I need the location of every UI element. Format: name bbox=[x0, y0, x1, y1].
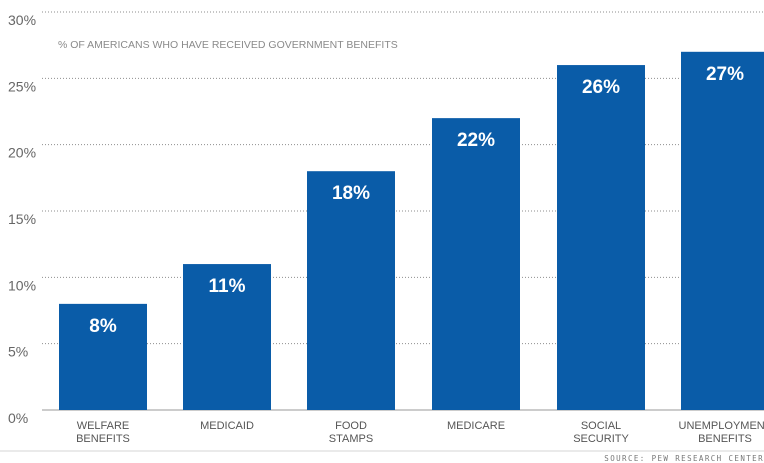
x-category-label-line: FOOD bbox=[335, 420, 367, 432]
x-category-label: MEDICAID bbox=[200, 420, 254, 432]
data-label: 11% bbox=[209, 276, 246, 297]
data-label: 26% bbox=[582, 77, 620, 98]
x-category-label: UNEMPLOYMENT BENEFITS bbox=[679, 420, 764, 445]
y-tick-label: 20% bbox=[8, 145, 36, 161]
x-category-label-line: STAMPS bbox=[329, 433, 373, 445]
y-tick-label: 10% bbox=[8, 277, 36, 293]
x-category-label-line: SOCIAL bbox=[581, 420, 621, 432]
x-category-label: WELFARE BENEFITS bbox=[76, 420, 130, 445]
x-category-label: MEDICARE bbox=[447, 420, 505, 432]
gridlines bbox=[42, 11, 764, 411]
data-label: 8% bbox=[89, 316, 117, 337]
bar bbox=[557, 65, 645, 411]
x-category-label-line: SECURITY bbox=[573, 433, 629, 445]
y-tick-label: 25% bbox=[8, 78, 36, 94]
data-label: 22% bbox=[457, 130, 495, 151]
y-tick-label: 15% bbox=[8, 211, 36, 227]
bar bbox=[59, 303, 147, 410]
x-category-label-line: MEDICARE bbox=[447, 420, 505, 432]
x-category-label: SOCIAL SECURITY bbox=[573, 420, 629, 445]
x-category-label-line: BENEFITS bbox=[698, 433, 752, 445]
data-label: 27% bbox=[706, 64, 744, 85]
bar bbox=[183, 264, 271, 410]
bars: 8% 11% 18% 22% 26% 27% bbox=[59, 51, 764, 411]
y-tick-label: 5% bbox=[8, 344, 28, 360]
y-axis-ticks: 0% 5% 10% 15% 20% 25% 30% bbox=[8, 12, 36, 426]
x-category-label-line: UNEMPLOYMENT bbox=[679, 420, 764, 432]
x-category-label-line: BENEFITS bbox=[76, 433, 130, 445]
chart-title: % OF AMERICANS WHO HAVE RECEIVED GOVERNM… bbox=[58, 39, 398, 51]
source-note: SOURCE: PEW RESEARCH CENTER bbox=[604, 454, 764, 463]
x-category-label-line: MEDICAID bbox=[200, 420, 254, 432]
y-tick-label: 30% bbox=[8, 12, 36, 28]
x-category-label: FOOD STAMPS bbox=[329, 420, 373, 445]
bar bbox=[307, 171, 395, 410]
data-label: 18% bbox=[332, 183, 370, 204]
bar bbox=[681, 51, 764, 411]
x-category-label-line: WELFARE bbox=[77, 420, 130, 432]
bar bbox=[432, 118, 520, 410]
y-tick-label: 0% bbox=[8, 410, 28, 426]
